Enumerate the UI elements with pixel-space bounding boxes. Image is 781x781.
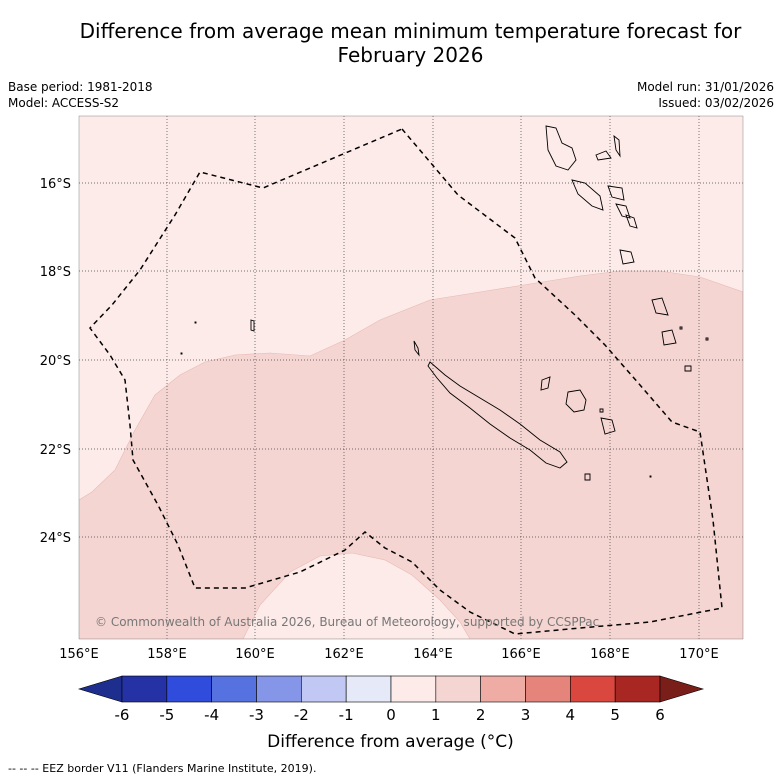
lon-tick-label: 162°E (324, 647, 364, 662)
tanna (651, 297, 669, 316)
colorbar-tick-label: -3 (249, 706, 264, 724)
coastlines (180, 125, 709, 481)
title-line-2: February 2026 (337, 43, 484, 67)
colorbar-tick-label: -4 (204, 706, 219, 724)
small-islet-c (599, 408, 604, 413)
lon-tick-label: 166°E (501, 647, 541, 662)
copyright-notice: © Commonwealth of Australia 2026, Bureau… (95, 615, 599, 629)
colorbar-swatch (480, 675, 526, 703)
belep-islands (413, 340, 420, 357)
lon-tick-label: 158°E (147, 647, 187, 662)
anomaly-region-0-1-south (242, 552, 471, 639)
lat-tick-label: 24°S (40, 531, 71, 546)
colorbar-tick-label: -5 (159, 706, 174, 724)
colorbar-tick-label: 4 (566, 706, 576, 724)
isle-of-pines (584, 473, 591, 481)
base-period-text: Base period: 1981-2018 (8, 80, 153, 94)
espiritu-santo (545, 125, 577, 171)
lon-tick-label: 160°E (235, 647, 275, 662)
colorbar-swatch (525, 675, 571, 703)
lon-tick-label: 156°E (59, 647, 99, 662)
small-islet-f (649, 475, 652, 478)
lon-tick-label: 164°E (413, 647, 453, 662)
map-frame (78, 115, 744, 640)
small-islet-d (679, 326, 683, 330)
colorbar-swatch (345, 675, 392, 703)
eez-legend: -- -- -- EEZ border V11 (Flanders Marine… (8, 762, 316, 775)
colorbar-extend-low (77, 675, 123, 703)
mare (600, 417, 616, 435)
map-gridlines (79, 116, 743, 639)
colorbar-swatch (435, 675, 481, 703)
eez-legend-marker: -- -- (8, 762, 31, 775)
anomaly-region-1-2 (79, 270, 743, 639)
matthew-island (684, 365, 692, 372)
colorbar-tick-label: -6 (115, 706, 130, 724)
issued-text: Issued: 03/02/2026 (658, 96, 774, 110)
colorbar-swatch (256, 675, 302, 703)
colorbar-tick-label: 5 (610, 706, 620, 724)
epi-shepherd (615, 203, 631, 219)
model-text: Model: ACCESS-S2 (8, 96, 120, 110)
malakula (571, 179, 604, 211)
lifou (565, 389, 587, 413)
lon-tick-label: 170°E (679, 647, 719, 662)
lat-tick-labels: 16°S 18°S 20°S 22°S 24°S (40, 177, 71, 546)
colorbar-swatch (166, 675, 212, 703)
erromango (619, 249, 635, 265)
colorbar-swatch (211, 675, 257, 703)
lat-tick-label: 20°S (40, 354, 71, 369)
lat-tick-label: 18°S (40, 265, 71, 280)
maewo (613, 134, 621, 158)
small-islet-a (194, 321, 197, 324)
ambae (595, 150, 612, 161)
lon-tick-label: 168°E (590, 647, 630, 662)
map-area: © Commonwealth of Australia 2026, Bureau… (79, 116, 743, 639)
colorbar-tick-labels: -6 -5 -4 -3 -2 -1 0 1 2 3 4 5 6 (115, 706, 665, 724)
colorbar-label: Difference from average (°C) (267, 732, 514, 752)
colorbar-swatch (570, 675, 616, 703)
eez-legend-text: -- EEZ border V11 (Flanders Marine Insti… (30, 762, 317, 775)
meta-left: Base period: 1981-2018 Model: ACCESS-S2 (8, 79, 153, 111)
small-islet-b (180, 352, 183, 355)
colorbar-swatch (121, 675, 168, 703)
colorbar-extend-high (659, 675, 705, 703)
colorbar-tick-label: 1 (431, 706, 441, 724)
pentecost-ambrym (607, 185, 625, 201)
chesterfield-reef (250, 319, 255, 332)
title-line-1: Difference from average mean minimum tem… (79, 19, 742, 43)
meta-right: Model run: 31/01/2026 Issued: 03/02/2026 (637, 79, 774, 111)
colorbar-tick-label: 2 (476, 706, 486, 724)
lat-tick-label: 16°S (40, 177, 71, 192)
model-run-text: Model run: 31/01/2026 (636, 80, 774, 94)
colorbar-swatch (390, 675, 437, 703)
colorbar-swatch (614, 675, 661, 703)
lon-tick-labels: 156°E 158°E 160°E 162°E 164°E 166°E 168°… (59, 647, 719, 662)
new-caledonia (427, 361, 568, 469)
efate (625, 214, 638, 229)
colorbar (77, 675, 705, 703)
colorbar-swatch (301, 675, 347, 703)
colorbar-tick-label: 3 (521, 706, 531, 724)
eez-border (89, 128, 723, 635)
aneityum (661, 329, 677, 346)
colorbar-tick-label: 0 (386, 706, 396, 724)
colorbar-tick-label: -2 (294, 706, 309, 724)
colorbar-tick-label: 6 (655, 706, 665, 724)
colorbar-tick-label: -1 (339, 706, 354, 724)
small-islet-e (705, 337, 709, 341)
ouvea (540, 376, 551, 391)
lat-tick-label: 22°S (40, 443, 71, 458)
